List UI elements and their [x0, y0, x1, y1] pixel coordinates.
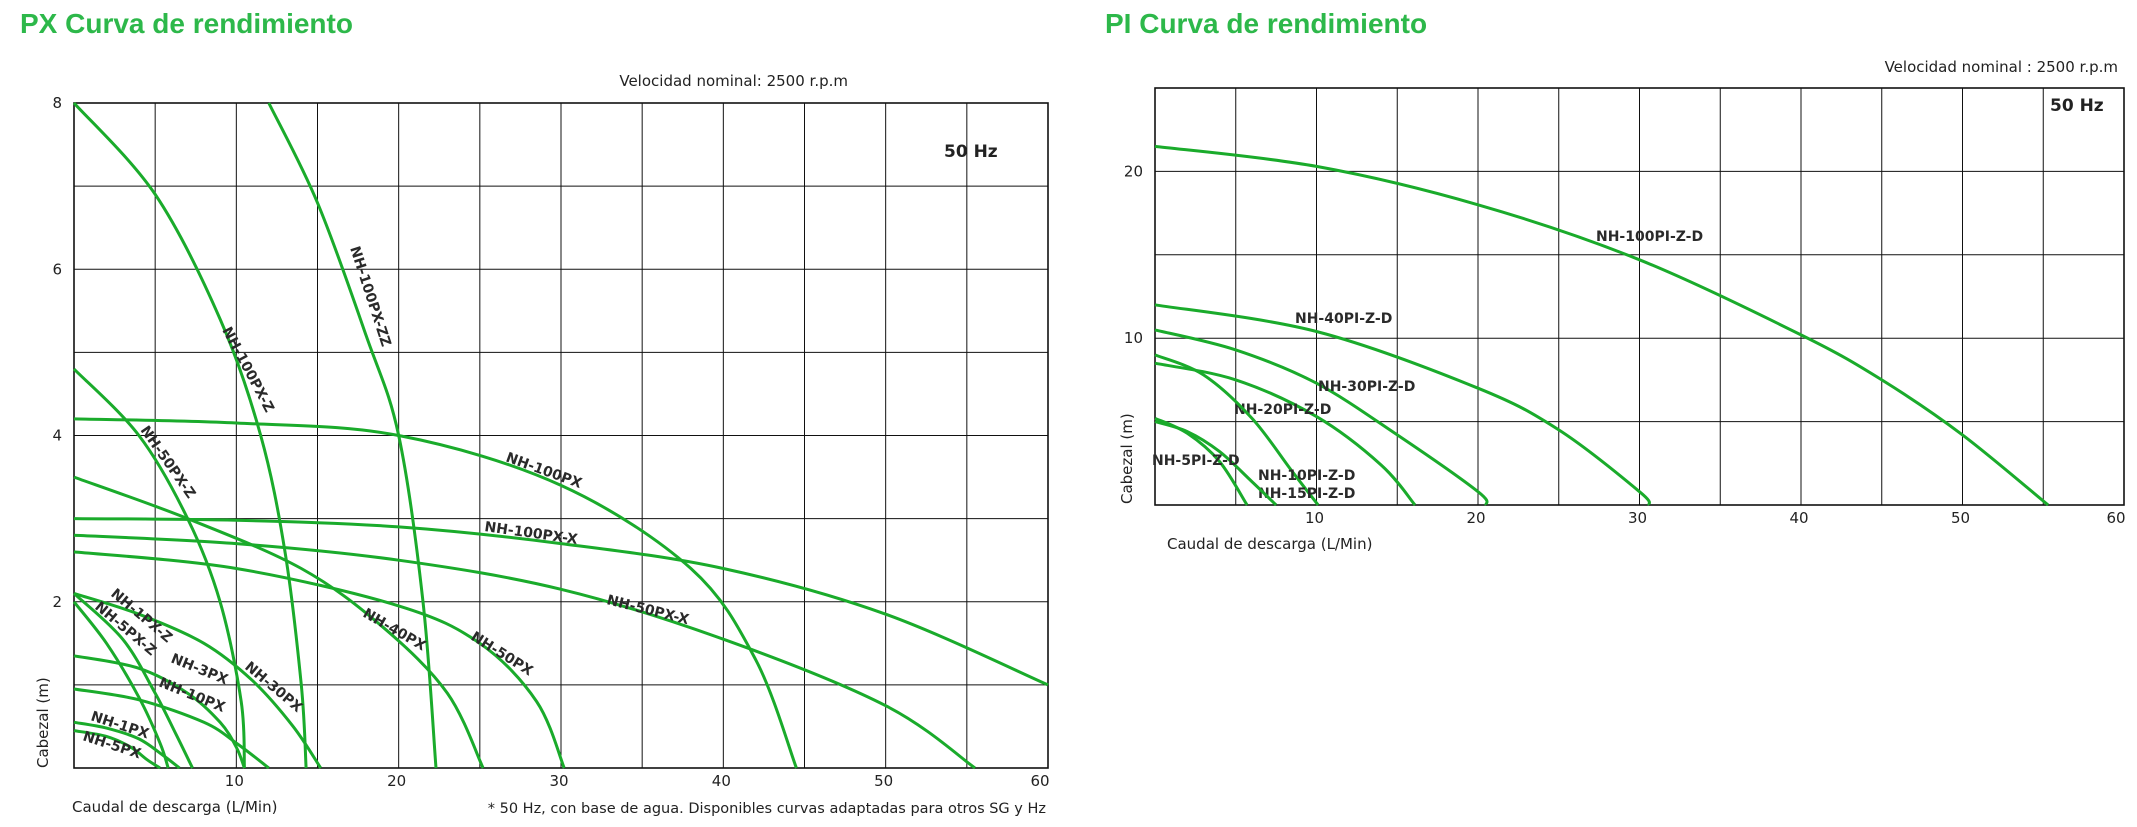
px-speed-label: Velocidad nominal: 2500 r.p.m [619, 72, 848, 90]
pi-hz-label: 50 Hz [2050, 96, 2104, 116]
x-tick-label: 40 [712, 772, 731, 790]
x-tick-label: 20 [387, 772, 406, 790]
curve-label: NH-30PX [241, 659, 305, 716]
curve-nh-100px-zz [267, 102, 438, 769]
chart-title-px: PX Curva de rendimiento [20, 8, 353, 39]
px-hz-label: 50 Hz [944, 142, 998, 162]
y-tick-label: 4 [52, 427, 62, 445]
curve-label: NH-50PX-Z [137, 423, 199, 501]
x-tick-label: 50 [1951, 509, 1970, 527]
curve-nh-5pi-z-d [1154, 416, 1249, 506]
x-tick-label: 30 [549, 772, 568, 790]
pi-x-axis-label: Caudal de descarga (L/Min) [1167, 535, 1372, 553]
pi-y-axis-label: Cabezal (m) [1118, 413, 1136, 504]
curve-nh-50px [73, 550, 566, 769]
curve-nh-3px [73, 654, 246, 769]
curve-nh-50px-x [73, 533, 976, 770]
curve-nh-5px [73, 729, 161, 770]
curve-nh-40pi-z-d [1154, 303, 1651, 506]
x-tick-label: 10 [1305, 509, 1324, 527]
x-tick-label: 20 [1466, 509, 1485, 527]
y-tick-label: 10 [1124, 329, 1143, 347]
pi-speed-label: Velocidad nominal : 2500 r.p.m [1885, 58, 2118, 76]
x-tick-label: 40 [1789, 509, 1808, 527]
curve-label: NH-15PI-Z-D [1258, 486, 1355, 502]
curve-nh-100px-x [73, 517, 1049, 687]
curve-label: NH-20PI-Z-D [1234, 402, 1331, 418]
curve-label: NH-40PI-Z-D [1295, 311, 1392, 327]
x-tick-label: 60 [2106, 509, 2125, 527]
curve-label: NH-50PX-X [605, 592, 691, 628]
chart-title-pi: PI Curva de rendimiento [1105, 8, 1428, 39]
curve-nh-100pi-z-d [1154, 144, 2050, 507]
pi-chart: 10 20 30 40 50 60 10 20 NH-100PI-Z-D NH-40PI-Z-D N… [1124, 87, 2126, 527]
y-tick-label: 20 [1124, 162, 1143, 180]
curve-nh-40px [73, 475, 485, 769]
plot-frame [1154, 87, 2125, 506]
curve-label: NH-100PX [504, 450, 584, 492]
px-y-axis-label: Cabezal (m) [34, 677, 52, 768]
y-tick-label: 2 [52, 593, 62, 611]
curve-nh-5px-z [72, 600, 170, 769]
curve-nh-50px-z [72, 367, 246, 769]
y-tick-label: 8 [52, 94, 62, 112]
curve-nh-100px [73, 417, 798, 769]
px-x-axis-label: Caudal de descarga (L/Min) [72, 798, 277, 816]
curve-nh-30pi-z-d [1154, 328, 1489, 506]
px-footnote: * 50 Hz, con base de agua. Disponibles c… [488, 801, 1046, 817]
px-chart: 10 20 30 40 50 602468NH-100PX-ZZNH-100PX-ZNH-… [52, 94, 1049, 790]
curve-nh-30px [73, 591, 322, 769]
curve-label: NH-50PX [468, 629, 536, 680]
curve-nh-100px-z [72, 102, 308, 769]
x-tick-label: 60 [1030, 772, 1049, 790]
y-tick-label: 6 [52, 260, 62, 278]
curve-nh-20pi-z-d [1154, 361, 1417, 506]
curve-label: NH-100PI-Z-D [1596, 229, 1703, 245]
curve-nh-15pi-z-d [1154, 353, 1320, 506]
plot-frame [73, 102, 1049, 769]
curve-label: NH-5PI-Z-D [1152, 453, 1240, 469]
curve-label: NH-10PI-Z-D [1258, 468, 1355, 484]
curve-label: NH-100PX-X [483, 519, 578, 548]
x-tick-label: 50 [874, 772, 893, 790]
curve-nh-1px [73, 720, 181, 770]
curve-nh-1px-z [72, 592, 194, 769]
curve-label: NH-100PX-Z [218, 324, 276, 415]
x-tick-label: 30 [1628, 509, 1647, 527]
curve-label: NH-30PI-Z-D [1318, 379, 1415, 395]
x-tick-label: 10 [225, 772, 244, 790]
curve-nh-10px [73, 687, 270, 770]
